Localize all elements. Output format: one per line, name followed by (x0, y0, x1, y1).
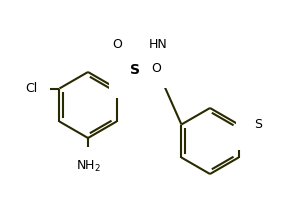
Text: NH$_2$: NH$_2$ (75, 159, 100, 174)
Text: S: S (255, 118, 263, 131)
Text: O: O (151, 62, 162, 75)
Text: HN: HN (148, 37, 167, 50)
Text: S: S (129, 64, 140, 78)
Text: O: O (113, 39, 123, 52)
Text: Cl: Cl (25, 82, 37, 95)
